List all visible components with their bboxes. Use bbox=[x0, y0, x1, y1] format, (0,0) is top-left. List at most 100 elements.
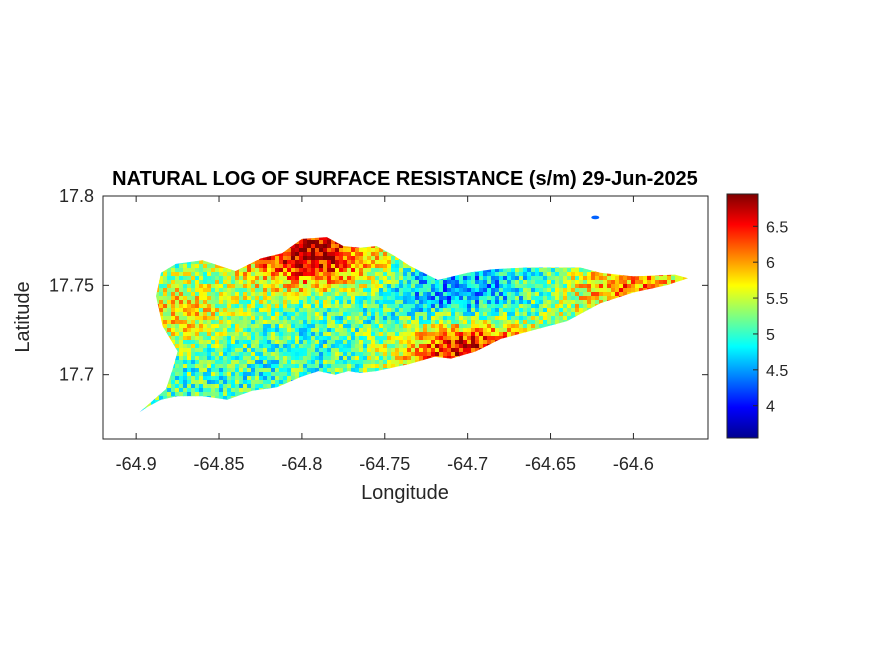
heatmap-cell bbox=[575, 272, 580, 277]
heatmap-cell bbox=[435, 304, 440, 309]
heatmap-cell bbox=[347, 268, 352, 273]
heatmap-cell bbox=[355, 296, 360, 301]
heatmap-cell bbox=[231, 320, 236, 325]
heatmap-cell bbox=[355, 272, 360, 277]
heatmap-cell bbox=[515, 316, 520, 321]
heatmap-cell bbox=[183, 272, 188, 277]
heatmap-cell bbox=[231, 304, 236, 309]
heatmap-cell bbox=[203, 292, 208, 297]
heatmap-cell bbox=[327, 300, 332, 305]
heatmap-cell bbox=[531, 292, 536, 297]
heatmap-cell bbox=[279, 312, 284, 317]
heatmap-cell bbox=[239, 316, 244, 321]
heatmap-cell bbox=[379, 300, 384, 305]
heatmap-cell bbox=[343, 292, 348, 297]
heatmap-cell bbox=[439, 280, 444, 285]
heatmap-cell bbox=[555, 272, 560, 277]
heatmap-cell bbox=[199, 288, 204, 293]
heatmap-cell bbox=[287, 248, 292, 253]
heatmap-cell bbox=[503, 324, 508, 329]
heatmap-cell bbox=[507, 300, 512, 305]
heatmap-cell bbox=[343, 248, 348, 253]
heatmap-cell bbox=[323, 324, 328, 329]
heatmap-cell bbox=[359, 276, 364, 281]
heatmap-cell bbox=[187, 288, 192, 293]
heatmap-cell bbox=[367, 292, 372, 297]
heatmap-cell bbox=[483, 320, 488, 325]
heatmap-cell bbox=[303, 312, 308, 317]
heatmap-cell bbox=[327, 252, 332, 257]
heatmap-cell bbox=[251, 272, 256, 277]
heatmap-cell bbox=[359, 316, 364, 321]
heatmap-cell bbox=[175, 296, 180, 301]
heatmap-cell bbox=[463, 320, 468, 325]
heatmap-cell bbox=[487, 304, 492, 309]
heatmap-cell bbox=[515, 324, 520, 329]
heatmap-cell bbox=[567, 304, 572, 309]
heatmap-cell bbox=[639, 280, 644, 285]
heatmap-cell bbox=[159, 312, 164, 317]
heatmap-cell bbox=[159, 276, 164, 281]
heatmap-cell bbox=[267, 312, 272, 317]
heatmap-cell bbox=[183, 312, 188, 317]
heatmap-cell bbox=[455, 276, 460, 281]
heatmap-cell bbox=[259, 304, 264, 309]
heatmap-cell bbox=[339, 256, 344, 261]
heatmap-cell bbox=[327, 244, 332, 249]
heatmap-cell bbox=[331, 240, 336, 245]
heatmap-cell bbox=[295, 284, 300, 289]
heatmap-cell bbox=[491, 284, 496, 289]
heatmap-cell bbox=[375, 316, 380, 321]
heatmap-cell bbox=[455, 324, 460, 329]
heatmap-cell bbox=[355, 304, 360, 309]
heatmap-cell bbox=[259, 260, 264, 265]
heatmap-cell bbox=[427, 312, 432, 317]
heatmap-cell bbox=[267, 264, 272, 269]
heatmap-cell bbox=[403, 292, 408, 297]
heatmap-cell bbox=[359, 272, 364, 277]
heatmap-cell bbox=[307, 240, 312, 245]
heatmap-cell bbox=[399, 316, 404, 321]
heatmap-cell bbox=[287, 284, 292, 289]
heatmap-cell bbox=[427, 316, 432, 321]
heatmap-cell bbox=[191, 284, 196, 289]
heatmap-cell bbox=[431, 300, 436, 305]
heatmap-cell bbox=[451, 304, 456, 309]
heatmap-cell bbox=[175, 312, 180, 317]
heatmap-cell bbox=[327, 308, 332, 313]
heatmap-cell bbox=[195, 280, 200, 285]
heatmap-cell bbox=[487, 272, 492, 277]
heatmap-cell bbox=[595, 296, 600, 301]
heatmap-cell bbox=[379, 260, 384, 265]
heatmap-cell bbox=[427, 288, 432, 293]
heatmap-cell bbox=[519, 308, 524, 313]
heatmap-cell bbox=[431, 276, 436, 281]
heatmap-cell bbox=[359, 248, 364, 253]
heatmap-cell bbox=[547, 320, 552, 325]
heatmap-cell bbox=[243, 300, 248, 305]
heatmap-cell bbox=[383, 260, 388, 265]
heatmap-cell bbox=[295, 308, 300, 313]
heatmap-cell bbox=[263, 292, 268, 297]
heatmap-cell bbox=[363, 320, 368, 325]
heatmap-cell bbox=[243, 284, 248, 289]
heatmap-cell bbox=[371, 280, 376, 285]
heatmap-cell bbox=[179, 308, 184, 313]
heatmap-cell bbox=[443, 288, 448, 293]
heatmap-cell bbox=[187, 260, 192, 265]
heatmap-cell bbox=[643, 284, 648, 289]
heatmap-cell bbox=[279, 260, 284, 265]
heatmap-cell bbox=[563, 280, 568, 285]
heatmap-cell bbox=[267, 256, 272, 261]
heatmap-cell bbox=[651, 276, 656, 281]
heatmap-cell bbox=[531, 288, 536, 293]
heatmap-cell bbox=[235, 316, 240, 321]
heatmap-cell bbox=[339, 248, 344, 253]
heatmap-cell bbox=[591, 304, 596, 309]
heatmap-cell bbox=[331, 292, 336, 297]
heatmap-cell bbox=[223, 304, 228, 309]
heatmap-cell bbox=[195, 296, 200, 301]
heatmap-cell bbox=[279, 268, 284, 273]
heatmap-cell bbox=[495, 276, 500, 281]
heatmap-cell bbox=[379, 304, 384, 309]
